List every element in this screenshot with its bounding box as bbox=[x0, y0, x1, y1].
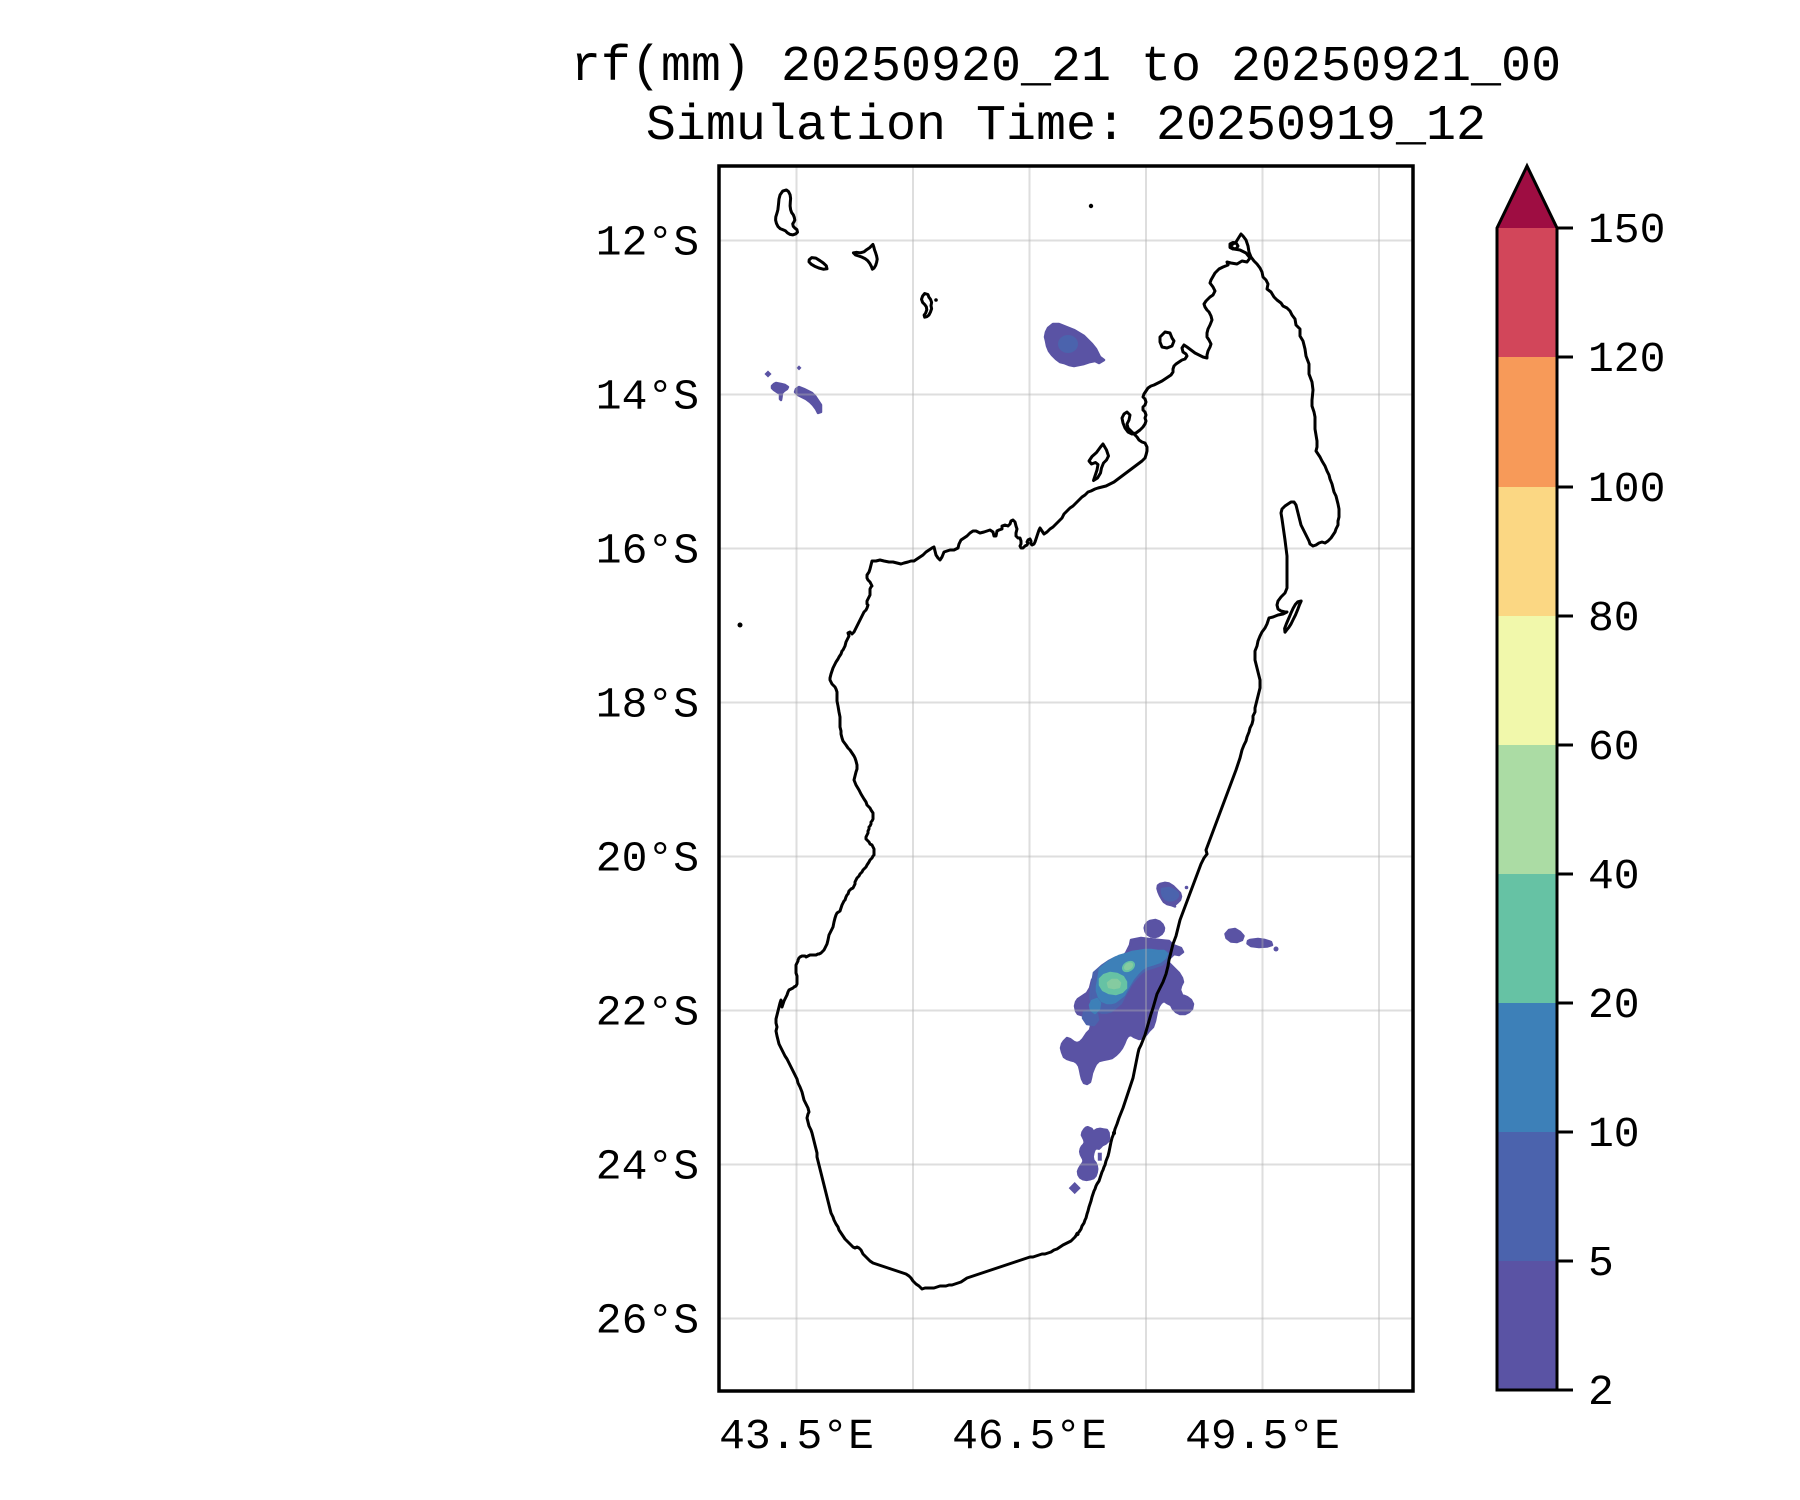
svg-text:20: 20 bbox=[1588, 981, 1640, 1030]
svg-text:10: 10 bbox=[1588, 1110, 1640, 1159]
svg-text:2: 2 bbox=[1588, 1368, 1614, 1417]
svg-text:5: 5 bbox=[1588, 1239, 1614, 1288]
svg-text:14°S: 14°S bbox=[596, 373, 699, 422]
svg-text:Simulation Time: 20250919_12: Simulation Time: 20250919_12 bbox=[646, 98, 1486, 155]
svg-text:80: 80 bbox=[1588, 594, 1640, 643]
svg-text:120: 120 bbox=[1588, 335, 1665, 384]
svg-text:24°S: 24°S bbox=[596, 1143, 699, 1192]
svg-text:rf(mm) 20250920_21 to 20250921: rf(mm) 20250920_21 to 20250921_00 bbox=[571, 39, 1561, 96]
svg-text:40: 40 bbox=[1588, 852, 1640, 901]
svg-text:16°S: 16°S bbox=[596, 527, 699, 576]
svg-text:60: 60 bbox=[1588, 723, 1640, 772]
svg-text:49.5°E: 49.5°E bbox=[1185, 1412, 1340, 1461]
svg-text:20°S: 20°S bbox=[596, 835, 699, 884]
svg-text:100: 100 bbox=[1588, 465, 1665, 514]
svg-text:18°S: 18°S bbox=[596, 681, 699, 730]
svg-text:22°S: 22°S bbox=[596, 989, 699, 1038]
svg-text:26°S: 26°S bbox=[596, 1297, 699, 1346]
svg-text:12°S: 12°S bbox=[596, 219, 699, 268]
svg-text:46.5°E: 46.5°E bbox=[952, 1412, 1107, 1461]
svg-text:150: 150 bbox=[1588, 206, 1665, 255]
svg-text:43.5°E: 43.5°E bbox=[719, 1412, 874, 1461]
